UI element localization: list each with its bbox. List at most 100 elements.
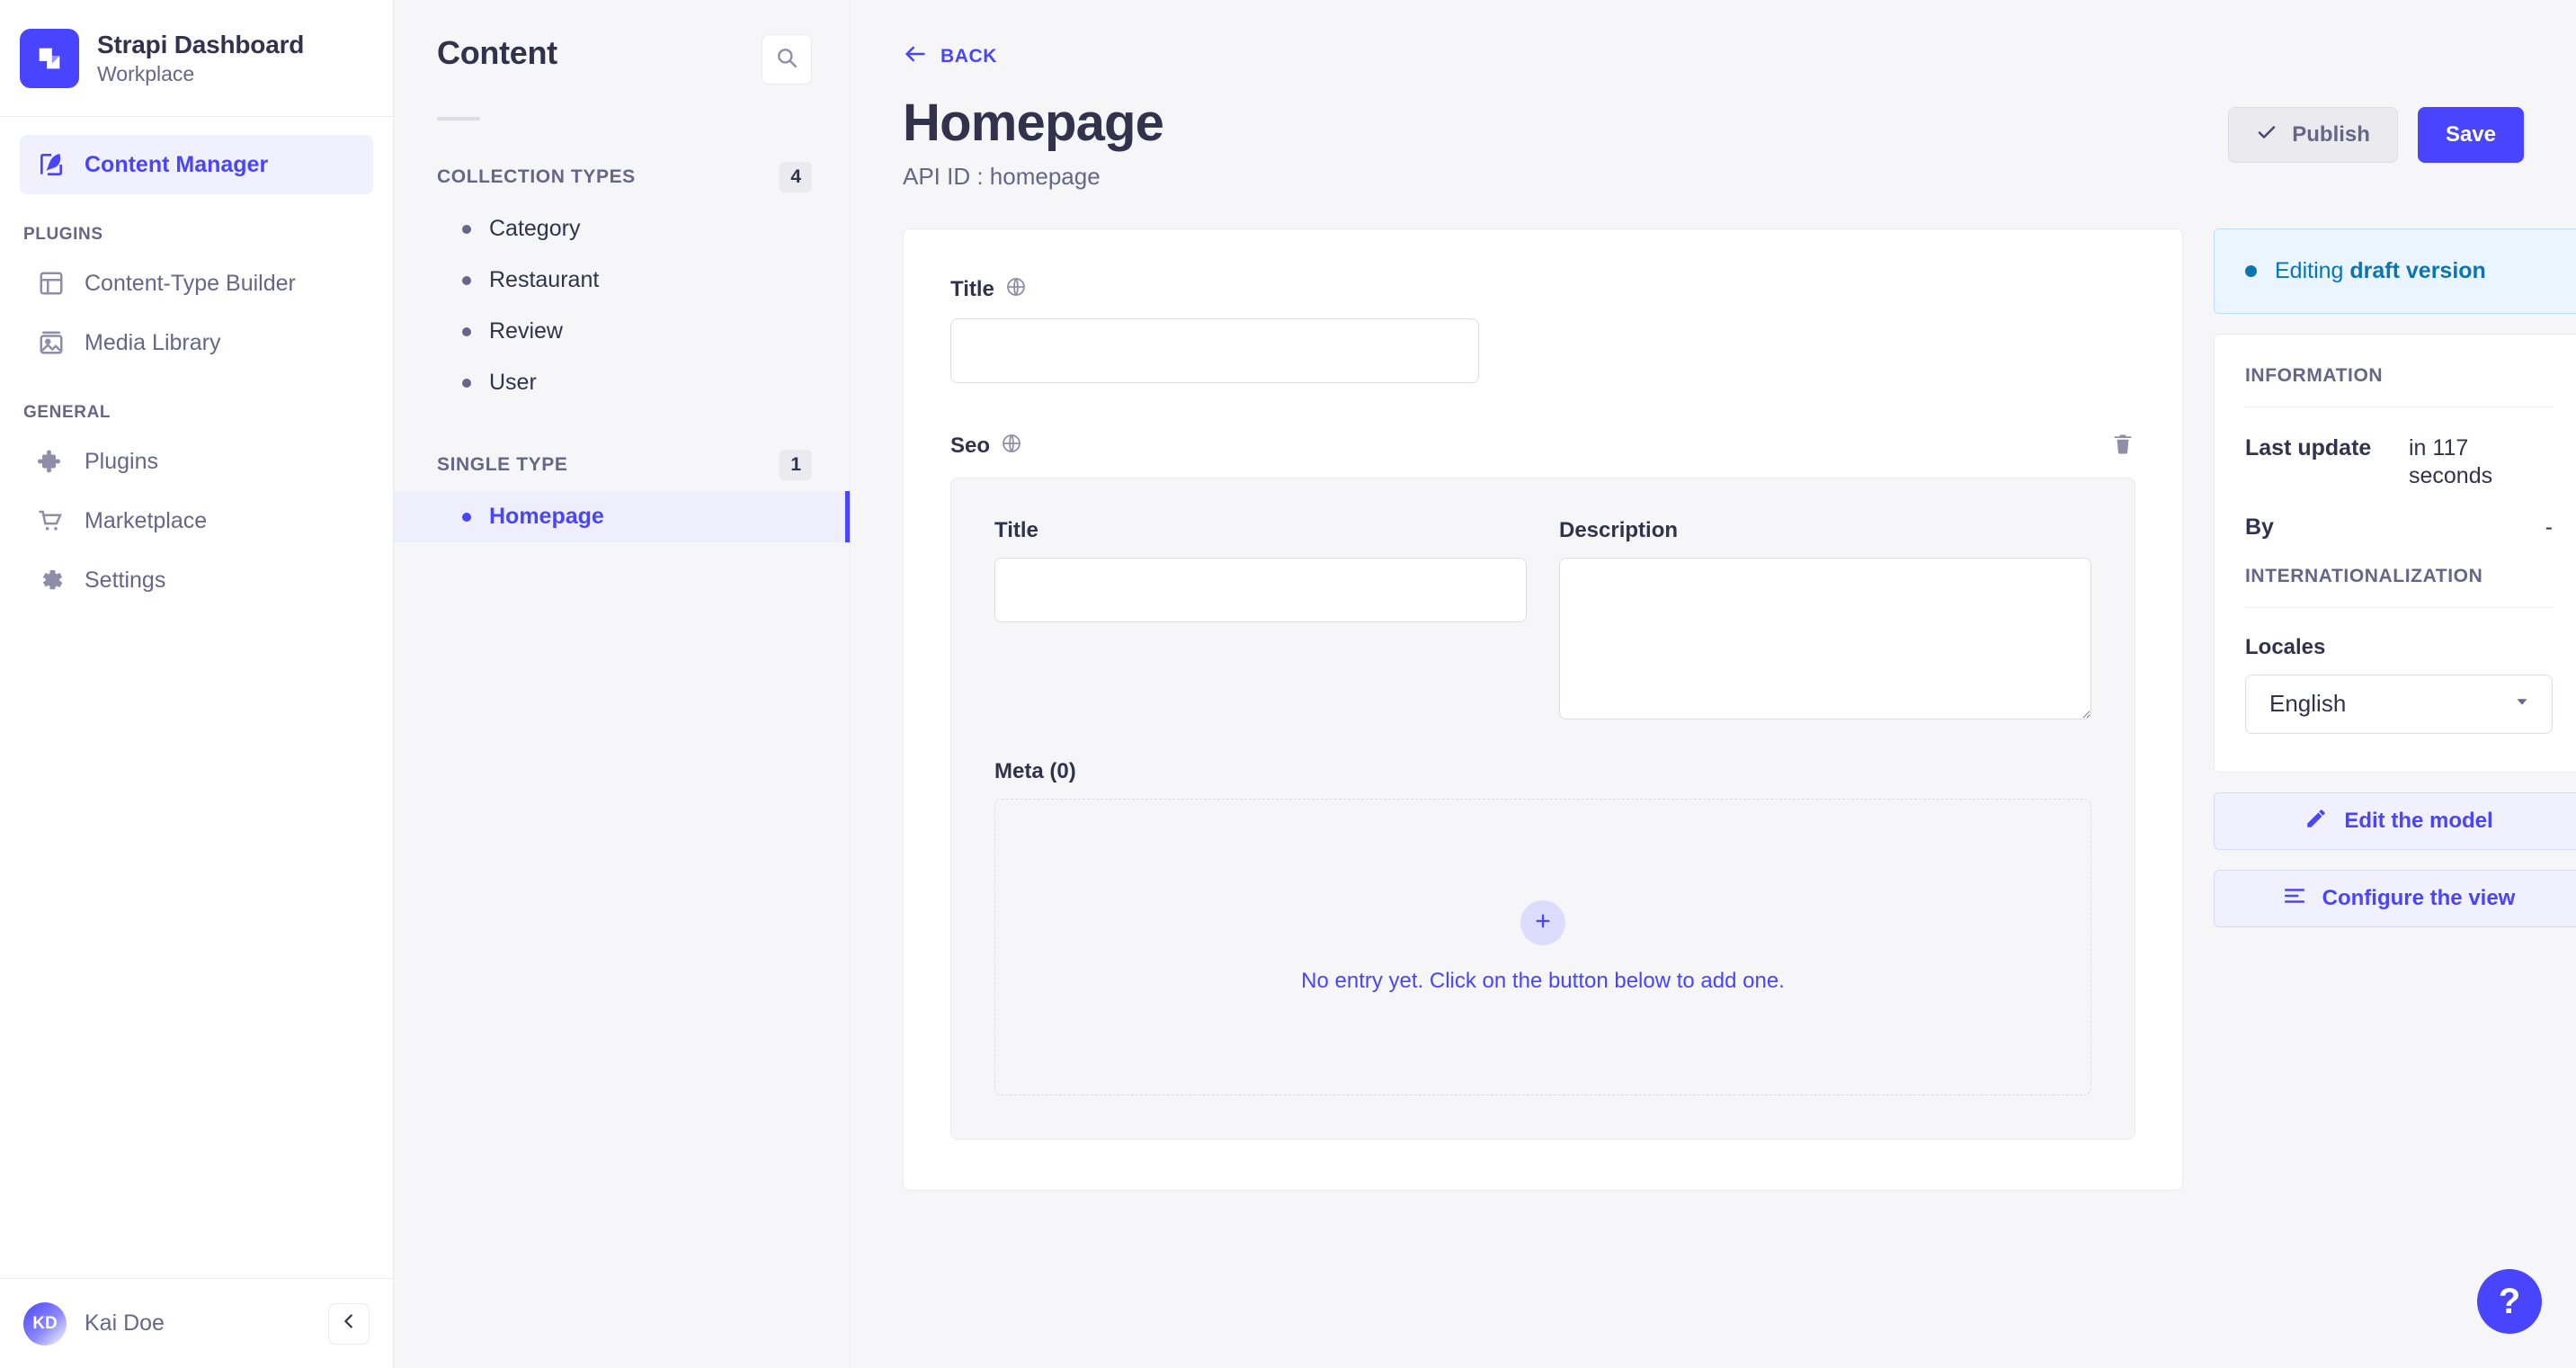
publish-button[interactable]: Publish [2228,107,2398,163]
plus-icon [1533,909,1553,936]
add-meta-button[interactable] [1520,899,1565,945]
locale-select[interactable]: English [2245,674,2553,734]
sidebar-collapse-button[interactable] [328,1302,370,1345]
title-label-text: Title [950,277,994,302]
sidebar-item-settings[interactable]: Settings [20,550,373,610]
pencil-icon [2304,807,2328,835]
sidebar-item-marketplace[interactable]: Marketplace [20,491,373,550]
search-icon [775,46,798,74]
sidebar-item-label: Marketplace [85,507,208,533]
globe-icon [1005,276,1027,304]
page-header: Homepage API ID : homepage Publish Save [851,71,2576,191]
sidebar-item-plugins[interactable]: Plugins [20,432,373,491]
seo-title-input[interactable] [994,557,1527,622]
sidebar-group-plugins-title: PLUGINS [23,225,103,244]
information-value: in 117 seconds [2409,434,2493,489]
single-type-header: SINGLE TYPE 1 [394,408,850,480]
title-field-label: Title [950,276,2135,304]
nav-primary: Content Manager [0,117,393,194]
locale-selected-value: English [2269,690,2347,718]
help-button[interactable]: ? [2477,1269,2542,1334]
list-item-label: User [489,370,537,395]
single-type-list: Homepage [394,491,850,542]
content-list-panel: Content COLLECTION TYPES 4 Category Rest [394,0,851,1368]
list-item-label: Review [489,318,563,344]
configure-the-view-button[interactable]: Configure the view [2214,869,2576,927]
list-item-homepage[interactable]: Homepage [394,491,850,542]
delete-seo-button[interactable] [2110,432,2135,461]
configure-the-view-label: Configure the view [2322,885,2516,910]
seo-description-field: Description [1559,518,2091,720]
meta-empty-text: No entry yet. Click on the button below … [1301,968,1785,993]
user-name: Kai Doe [85,1310,165,1336]
list-item[interactable]: Restaurant [394,255,850,306]
seo-fields-grid: Title Description [994,518,2091,720]
title-input[interactable] [950,317,1479,383]
seo-title-label: Title [994,517,1038,542]
sidebar-item-label: Plugins [85,448,158,474]
seo-label: Seo [950,433,1022,460]
image-icon [36,327,67,358]
main-content: BACK Homepage API ID : homepage Publish … [851,0,2576,1368]
information-key: By [2245,514,2274,541]
back-label: BACK [940,45,998,67]
right-panel: Editing draft version INFORMATION Last u… [2214,228,2576,927]
editor-body: Title Seo [851,191,2576,1191]
divider [2245,606,2553,608]
locales-label: Locales [2245,634,2326,659]
meta-label: Meta (0) [994,758,1076,783]
brand-header[interactable]: Strapi Dashboard Workplace [0,0,393,117]
seo-label-text: Seo [950,434,991,459]
single-type-count: 1 [780,450,812,480]
back-button[interactable]: BACK [851,0,997,71]
list-item-label: Homepage [489,504,604,529]
sidebar-item-label: Content Manager [85,151,269,177]
draft-status-text: Editing draft version [2275,258,2486,284]
sidebar-item-content-manager[interactable]: Content Manager [20,135,373,194]
collection-types-title: COLLECTION TYPES [437,166,636,187]
save-button[interactable]: Save [2417,107,2524,163]
page-title-block: Homepage API ID : homepage [903,94,1164,191]
save-label: Save [2445,122,2496,147]
question-mark-icon: ? [2498,1281,2521,1321]
avatar[interactable]: KD [23,1301,67,1346]
nav-general: Plugins Marketplace Sett [0,432,393,610]
strapi-logo-icon [20,28,79,88]
draft-emphasis: draft version [2349,257,2486,283]
list-item[interactable]: Review [394,306,850,357]
collection-types-header: COLLECTION TYPES 4 [394,121,850,192]
nav-plugins: Content-Type Builder Media Library [0,254,393,372]
single-type-title: SINGLE TYPE [437,454,568,475]
information-card: INFORMATION Last update in 117 seconds B… [2214,333,2576,773]
list-item[interactable]: Category [394,203,850,255]
draft-status-badge: Editing draft version [2214,228,2576,314]
bullet-icon [462,512,471,522]
information-title: INFORMATION [2245,364,2384,386]
content-panel-title: Content [437,34,557,71]
list-item-label: Restaurant [489,267,600,292]
bullet-icon [462,275,471,285]
form-card: Title Seo [903,228,2183,1191]
sidebar-item-label: Settings [85,567,166,593]
bullet-icon [462,224,471,234]
information-row: By - [2245,514,2553,541]
search-button[interactable] [762,34,812,85]
page-title: Homepage [903,94,1164,152]
sidebar-item-content-type-builder[interactable]: Content-Type Builder [20,254,373,313]
pencil-feather-icon [36,149,67,180]
brand-subtitle: Workplace [97,61,195,85]
user-bar: KD Kai Doe [0,1278,393,1368]
edit-the-model-button[interactable]: Edit the model [2214,791,2576,850]
seo-description-textarea[interactable] [1559,557,2091,720]
header-actions: Publish Save [2228,107,2524,163]
seo-description-label: Description [1559,517,1679,542]
bullet-icon [462,326,471,336]
sliders-icon [2283,884,2306,912]
information-value: - [2545,514,2553,541]
seo-component-box: Title Description Meta (0) [950,477,2135,1140]
collection-types-list: Category Restaurant Review User [394,203,850,408]
list-item[interactable]: User [394,357,850,408]
sidebar-item-media-library[interactable]: Media Library [20,313,373,372]
globe-icon [1001,433,1022,460]
brand-title: Strapi Dashboard [97,30,305,58]
